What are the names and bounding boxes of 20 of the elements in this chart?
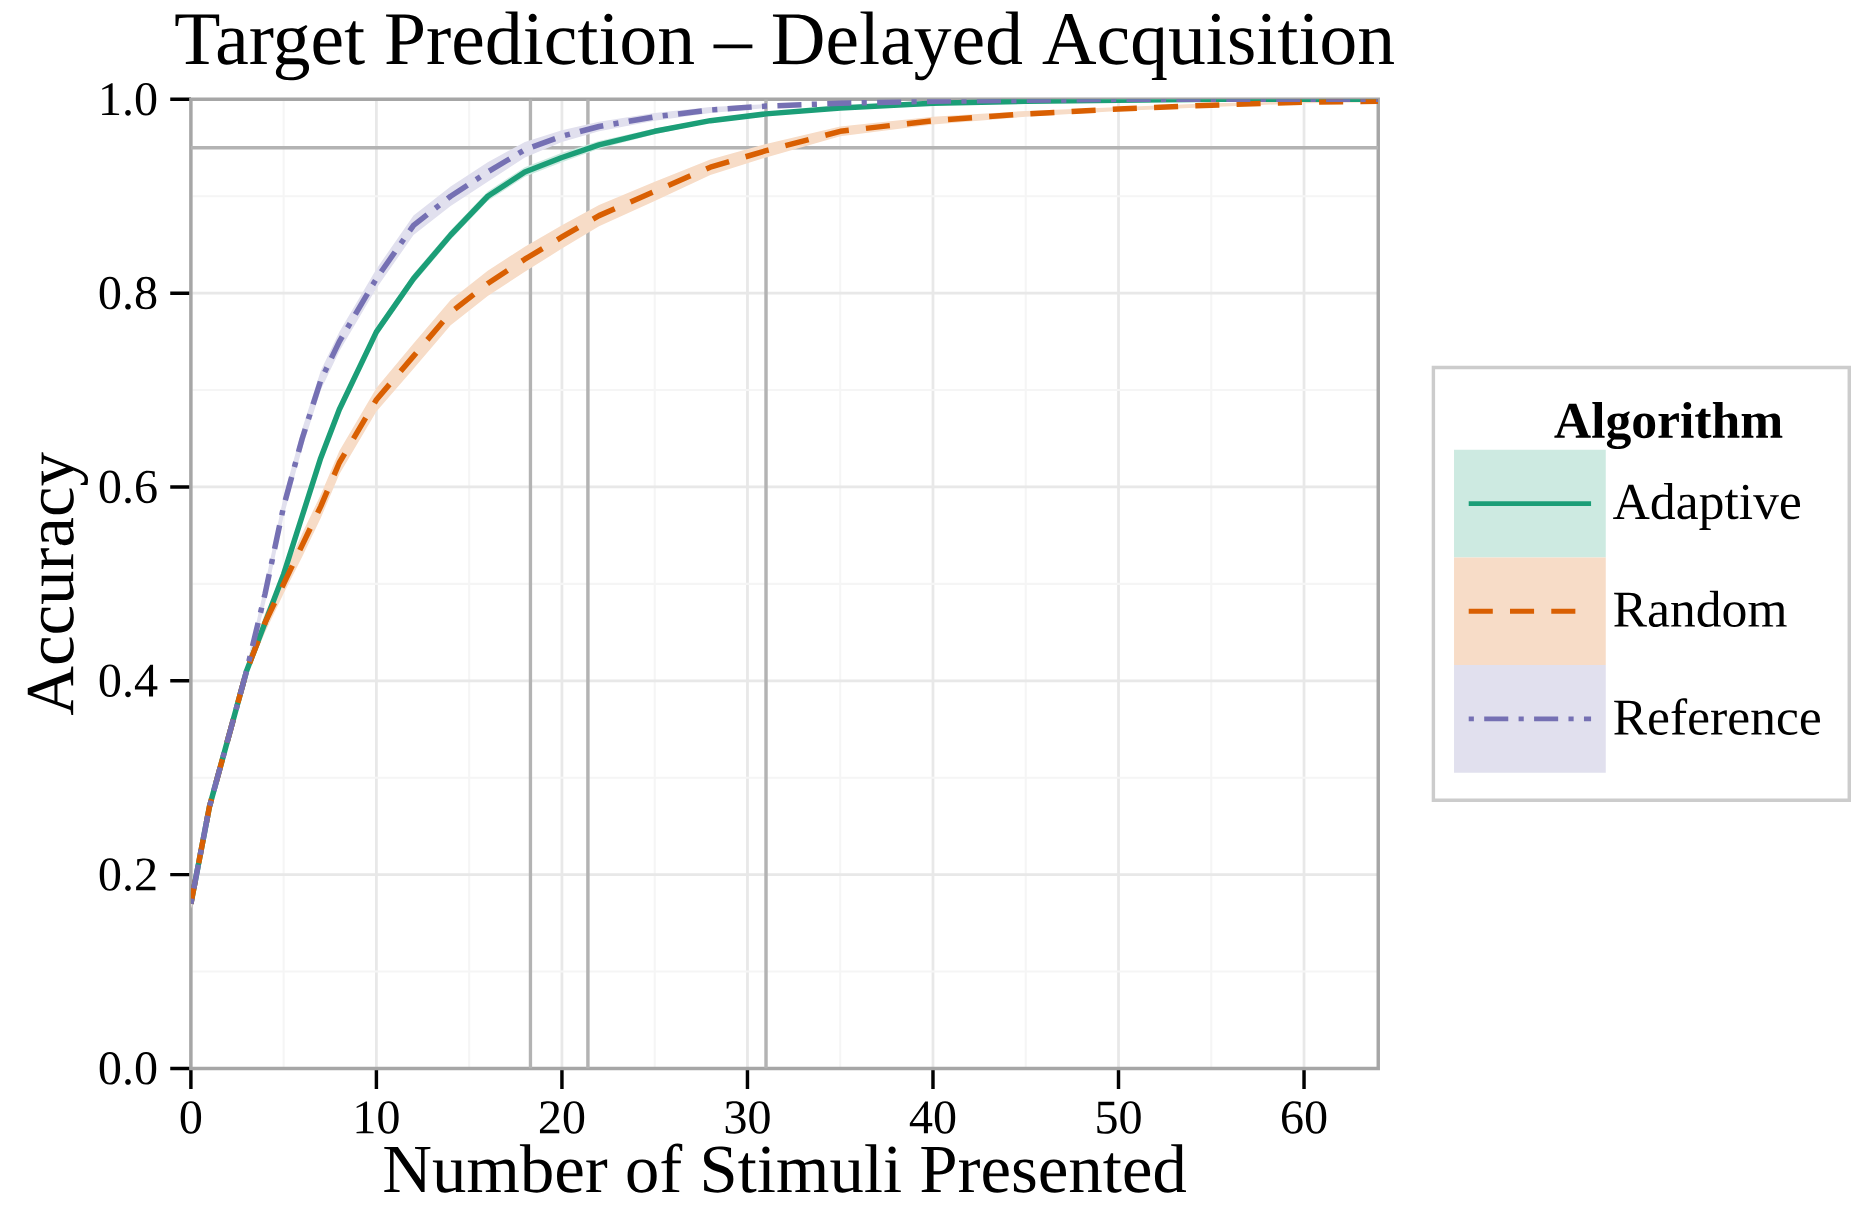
y-tick-label: 0.0 — [99, 1051, 157, 1085]
x-tick-label: 0 — [180, 1101, 202, 1134]
x-tick-label: 30 — [725, 1101, 770, 1134]
legend-title: Algorithm — [1554, 401, 1783, 449]
x-axis-title: Number of Stimuli Presented — [384, 1143, 1186, 1193]
legend-label: Adaptive — [1613, 482, 1801, 530]
legend-label: Reference — [1614, 698, 1820, 735]
x-tick-label: 20 — [539, 1101, 585, 1134]
x-tick-label: 40 — [909, 1101, 956, 1134]
y-axis-title: Accuracy — [27, 452, 89, 715]
y-tick-label: 0.6 — [99, 470, 157, 504]
x-tick-label: 60 — [1282, 1101, 1327, 1134]
y-tick-label: 0.4 — [99, 664, 158, 698]
x-tick-label: 10 — [356, 1101, 399, 1134]
x-tick-label: 50 — [1097, 1101, 1141, 1134]
y-tick-label: 0.8 — [99, 276, 157, 310]
legend-label: Random — [1614, 590, 1787, 627]
chart-title: Target Prediction – Delayed Acquisition — [175, 11, 1394, 81]
y-tick-label: 0.2 — [99, 858, 156, 891]
y-tick-label: 1.0 — [102, 82, 157, 116]
